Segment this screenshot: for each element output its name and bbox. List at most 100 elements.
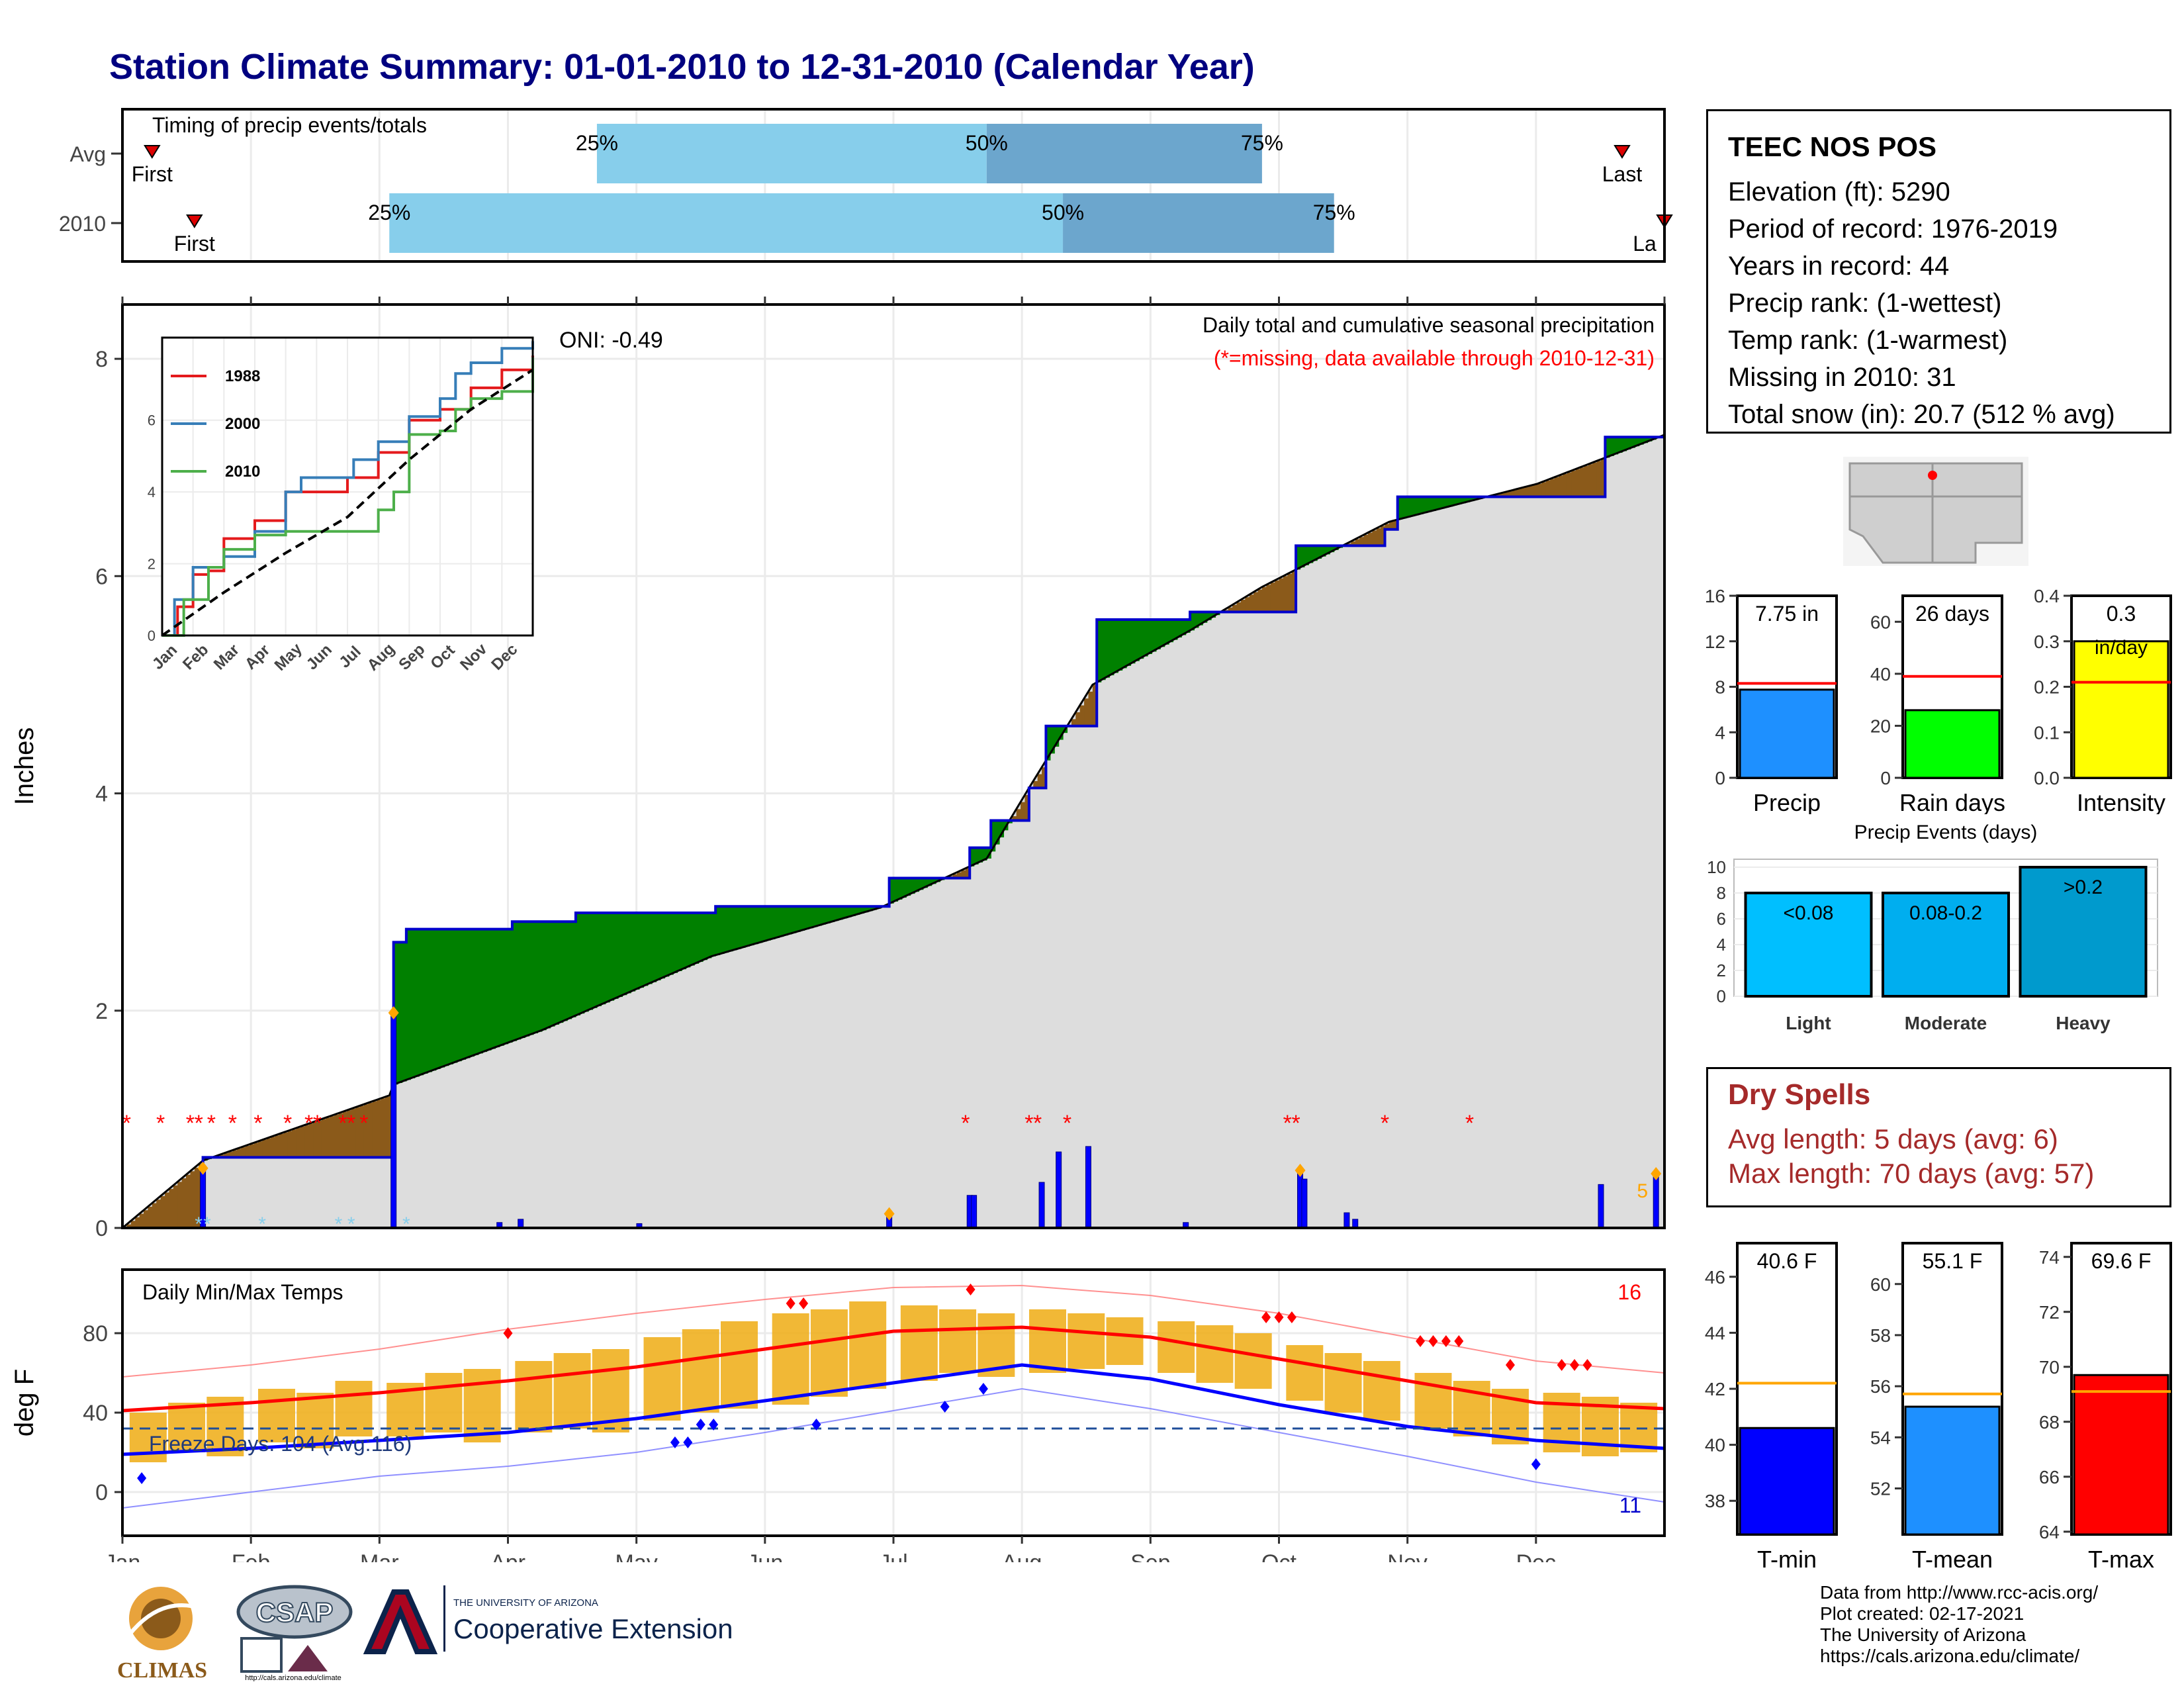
above-average-band: [592, 913, 598, 1008]
summary-ytick-label: 44: [1705, 1323, 1725, 1343]
above-average-band: [1461, 496, 1466, 504]
above-average-band: [897, 878, 903, 900]
above-average-band: [1469, 496, 1475, 502]
above-average-band: [770, 906, 776, 939]
daily-temp-range-bar: [721, 1321, 758, 1409]
below-average-band: [1084, 698, 1089, 726]
above-average-band: [762, 906, 767, 942]
below-average-band: [961, 870, 966, 878]
above-average-band: [1427, 496, 1432, 512]
below-average-band: [1291, 571, 1297, 612]
summary-value-bar: [1739, 1427, 1835, 1536]
below-average-band: [300, 1126, 305, 1158]
daily-temp-range-bar: [1414, 1373, 1452, 1429]
summary-bars: 0 4 8 12 16 7.75 in Precip 0 20 40 60 26 days Rain d…: [1705, 586, 2172, 814]
above-average-band: [1194, 612, 1199, 628]
month-label: Jan: [105, 1550, 141, 1562]
above-average-band: [580, 913, 585, 1014]
timing-bar-25-50: [596, 124, 987, 183]
last-event-label: La: [1633, 232, 1657, 256]
above-average-band: [1122, 619, 1127, 669]
above-average-band: [1198, 612, 1203, 626]
above-average-band: [1312, 545, 1318, 561]
daily-temp-range-bar: [463, 1369, 501, 1442]
above-average-band: [474, 929, 479, 1055]
above-average-band: [1211, 612, 1216, 618]
record-low-marker: [940, 1401, 950, 1413]
record-high-line: [122, 1284, 1665, 1378]
ua-extension-logo: THE UNIVERSITY OF ARIZONA Cooperative Ex…: [361, 1572, 745, 1671]
below-average-band: [1287, 574, 1293, 612]
above-average-band: [1139, 619, 1144, 659]
below-average-band: [228, 1151, 234, 1158]
above-average-band: [1113, 619, 1118, 673]
summary-unit-label: in/day: [2095, 637, 2148, 659]
daily-temp-range-bar: [1234, 1333, 1272, 1389]
above-average-band: [1126, 619, 1132, 666]
below-average-band: [363, 1104, 369, 1158]
record-high-marker: [1570, 1359, 1580, 1371]
below-average-band: [283, 1132, 289, 1158]
above-average-band: [804, 906, 809, 930]
above-average-band: [516, 921, 522, 1040]
above-average-band: [850, 906, 856, 916]
above-average-band: [834, 906, 839, 921]
daily-temp-range-bar: [900, 1305, 938, 1381]
above-average-band: [1457, 496, 1462, 504]
above-average-band: [559, 921, 564, 1023]
below-average-band: [1245, 597, 1250, 612]
below-average-band: [381, 1098, 386, 1158]
below-average-band: [1563, 474, 1568, 497]
above-average-band: [605, 913, 610, 1003]
above-average-band: [753, 906, 758, 945]
below-average-band: [241, 1147, 246, 1158]
above-average-band: [901, 878, 907, 898]
summary-value-bar: [2073, 1374, 2169, 1536]
above-average-band: [1609, 437, 1614, 456]
dry-spells-max: Max length: 70 days (avg: 57): [1728, 1158, 2095, 1189]
summary-value-bar: [2073, 640, 2169, 779]
below-average-band: [1367, 532, 1373, 546]
record-low-marker: [137, 1472, 147, 1484]
timing-row-label: Avg: [69, 142, 106, 166]
above-average-band: [1630, 437, 1635, 448]
event-bar: [2019, 866, 2148, 998]
missing-data-marker: *: [122, 1111, 131, 1136]
above-average-band: [906, 878, 911, 896]
inset-legend-label: 2000: [225, 415, 260, 433]
above-average-band: [410, 929, 416, 1078]
inset-ytick-label: 4: [148, 484, 156, 500]
summary-category-label: Rain days: [1899, 789, 2005, 814]
missing-data-marker: *: [228, 1111, 237, 1136]
below-average-band: [1550, 479, 1555, 497]
inset-series-line: [162, 357, 534, 637]
below-average-band: [144, 1210, 149, 1228]
observed-cumulative-line: [122, 386, 1666, 1229]
month-label: Mar: [360, 1550, 399, 1562]
above-average-band: [461, 929, 467, 1060]
below-average-band: [1584, 465, 1589, 497]
above-average-band: [448, 929, 453, 1064]
above-average-band: [622, 913, 627, 996]
above-average-band: [745, 906, 750, 947]
above-average-band: [1410, 496, 1415, 517]
daily-temp-range-bar: [553, 1353, 591, 1429]
above-average-band: [970, 847, 975, 867]
event-bar-label: >0.2: [2064, 876, 2103, 898]
month-label: May: [615, 1550, 658, 1562]
dry-spells-box: Dry Spells Avg length: 5 days (avg: 6) M…: [1706, 1067, 2171, 1207]
freeze-days-label: Freeze Days: 104 (Avg:116): [149, 1432, 412, 1456]
above-average-band: [1605, 437, 1610, 458]
above-average-band: [910, 878, 915, 894]
record-high-marker: [1261, 1311, 1271, 1323]
snow-marker: *: [258, 1213, 266, 1235]
above-average-band: [1130, 619, 1136, 664]
below-average-band: [1512, 490, 1517, 497]
month-label: Oct: [1261, 1550, 1297, 1562]
above-average-band: [919, 878, 924, 890]
record-high-marker: [1428, 1335, 1438, 1347]
below-average-band: [1372, 530, 1377, 546]
above-average-band: [656, 913, 661, 980]
below-average-band: [304, 1125, 310, 1158]
below-average-band: [334, 1114, 340, 1158]
